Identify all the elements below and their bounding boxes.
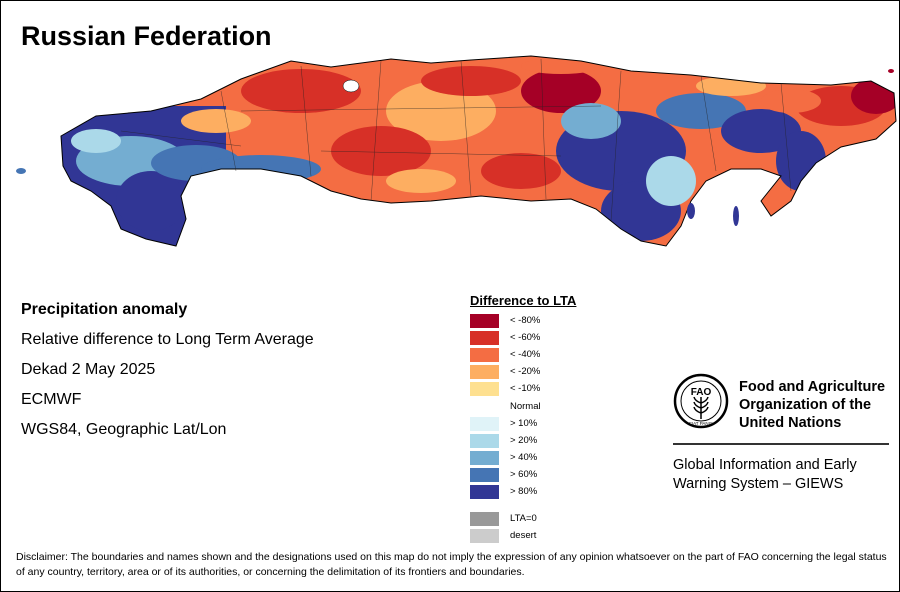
legend-swatch [470,485,499,499]
svg-text:FIAT PANIS: FIAT PANIS [689,421,713,426]
legend-swatch [470,529,499,543]
legend-swatch [470,314,499,328]
map-title: Russian Federation [21,21,272,51]
legend-swatch [470,348,499,362]
legend-label: > 40% [510,452,538,463]
legend-swatch [470,512,499,526]
giews-name: Global Information and Early Warning Sys… [673,456,857,494]
legend-label: < -10% [510,383,541,394]
legend-label: < -60% [510,332,541,343]
legend-swatch [470,468,499,482]
legend-normal-label: Normal [510,401,541,412]
fao-name: Food and Agriculture Organization of the… [739,378,885,432]
info-heading: Precipitation anomaly [21,301,188,318]
info-description: Relative difference to Long Term Average [21,331,314,348]
legend-label: < -40% [510,349,541,360]
fao-name-line: Food and Agriculture [739,379,886,395]
giews-line: Warning System – GIEWS [673,476,844,492]
legend-swatch [470,417,499,431]
legend-swatch [470,365,499,379]
legend-swatch [470,451,499,465]
legend-label: > 20% [510,435,538,446]
fao-logo-icon: FAO FIAT PANIS [673,373,729,429]
legend: Difference to LTA < -80% < -60% < -40% <… [470,293,577,543]
legend-swatch [470,382,499,396]
legend-label: < -20% [510,366,541,377]
legend-label: > 80% [510,486,538,497]
fao-name-line: United Nations [739,415,842,431]
divider [673,443,889,445]
info-source: ECMWF [21,391,82,408]
fao-name-line: Organization of the [739,397,872,413]
legend-label: > 60% [510,469,538,480]
legend-swatch [470,331,499,345]
precipitation-anomaly-map [16,55,897,247]
disclaimer: Disclaimer: The boundaries and names sho… [16,551,887,578]
legend-title: Difference to LTA [470,293,577,308]
legend-label: < -80% [510,315,541,326]
info-period: Dekad 2 May 2025 [21,361,156,378]
legend-label: LTA=0 [510,513,537,524]
info-projection: WGS84, Geographic Lat/Lon [21,421,227,438]
giews-line: Global Information and Early [673,457,857,473]
legend-label: > 10% [510,418,538,429]
svg-text:FAO: FAO [691,387,712,398]
legend-swatch [470,434,499,448]
legend-label: desert [510,530,537,541]
